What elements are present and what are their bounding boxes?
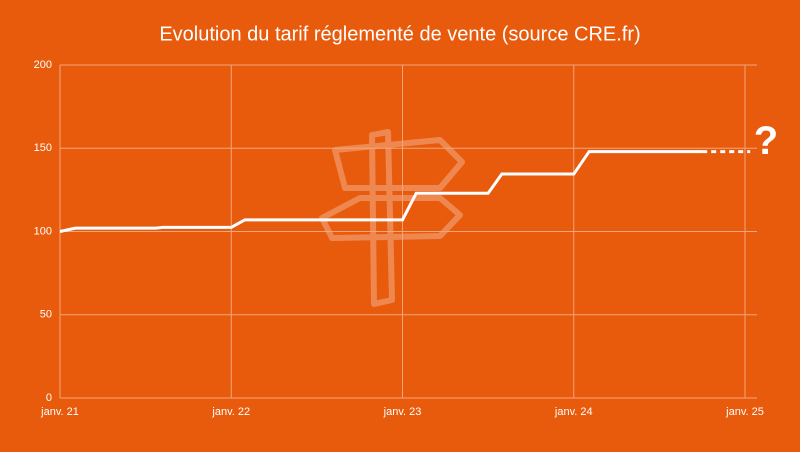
signpost-icon xyxy=(319,129,465,307)
x-tick-label: janv. 23 xyxy=(383,406,422,418)
line-series xyxy=(59,150,703,233)
y-tick-label: 0 xyxy=(46,392,52,404)
chart-title: Evolution du tarif réglementé de vente (… xyxy=(159,23,640,45)
y-tick-label: 200 xyxy=(34,59,52,71)
x-tick-label: janv. 24 xyxy=(554,406,593,418)
x-tick-label: janv. 25 xyxy=(725,406,764,418)
annotation: ? xyxy=(754,119,778,163)
y-tick-label: 150 xyxy=(34,142,52,154)
x-tick-label: janv. 22 xyxy=(211,406,250,418)
y-tick-label: 100 xyxy=(34,225,52,237)
x-tick-label: janv. 21 xyxy=(40,406,79,418)
y-tick-label: 50 xyxy=(40,309,52,321)
